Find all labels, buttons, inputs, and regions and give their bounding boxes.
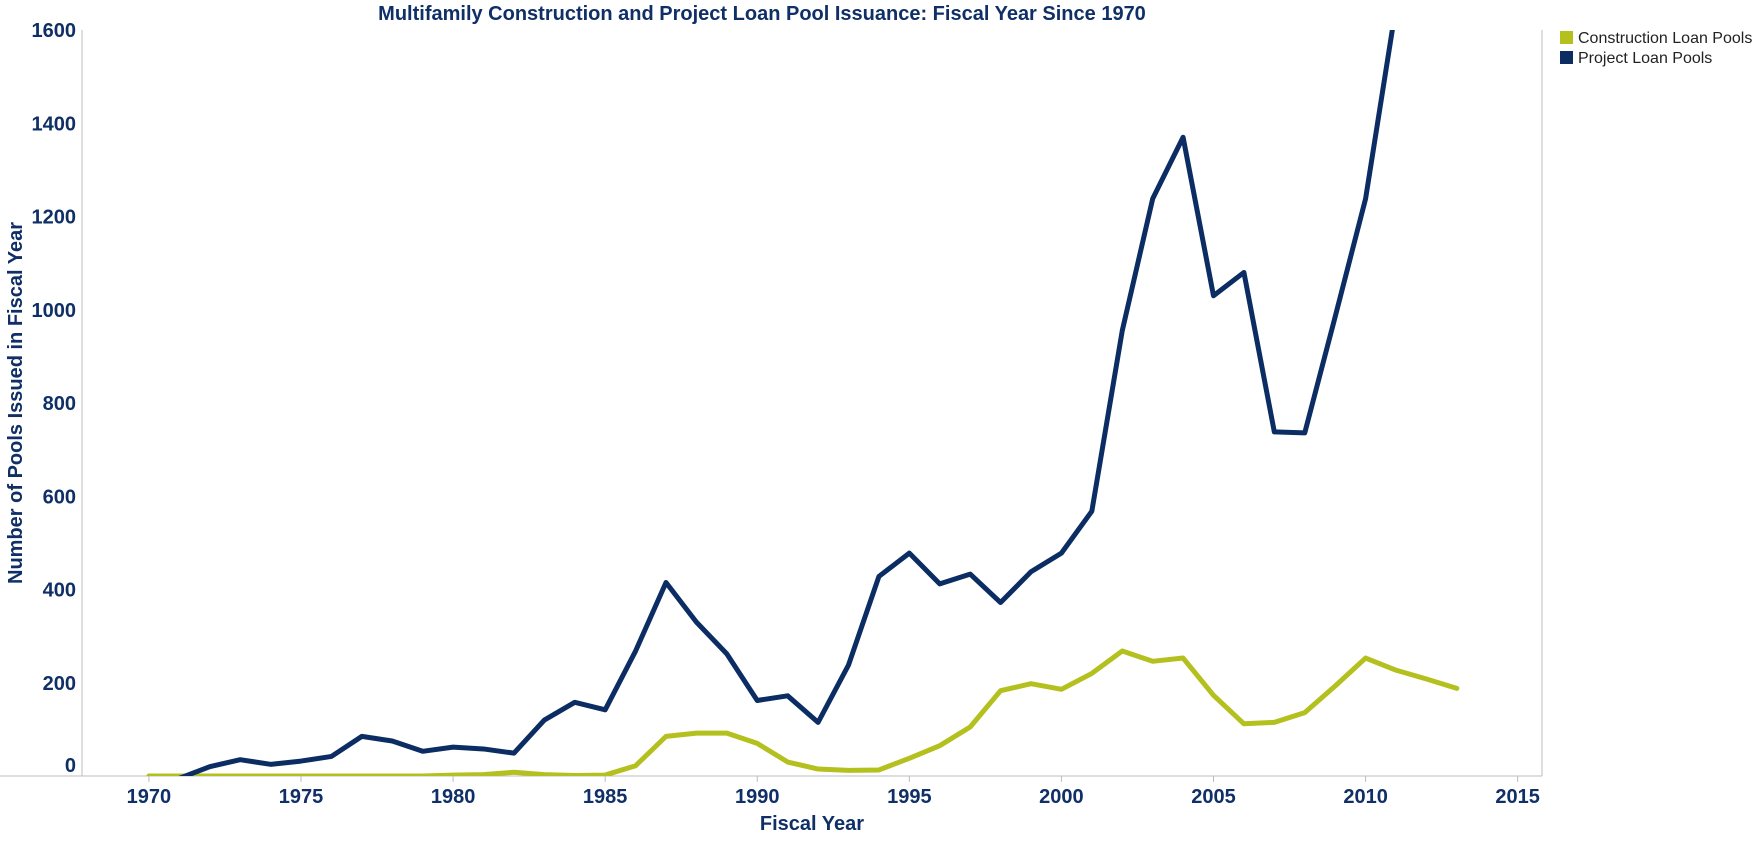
y-tick-label: 600 [43, 486, 76, 508]
legend-label-project: Project Loan Pools [1578, 50, 1712, 67]
x-axis-title: Fiscal Year [760, 813, 864, 835]
x-tick-label: 2010 [1343, 786, 1388, 808]
y-tick-label: 1400 [32, 113, 77, 135]
x-tick-label: 2005 [1191, 786, 1236, 808]
y-axis-title: Number of Pools Issued in Fiscal Year [5, 222, 27, 584]
x-tick-label: 2015 [1495, 786, 1540, 808]
legend-label-construction: Construction Loan Pools [1578, 30, 1752, 47]
x-tick-label: 1975 [279, 786, 324, 808]
x-tick-label: 1970 [127, 786, 172, 808]
y-tick-label: 0 [65, 755, 76, 777]
x-tick-label: 1995 [887, 786, 932, 808]
y-tick-label: 1000 [32, 300, 77, 322]
y-tick-label: 800 [43, 393, 76, 415]
x-tick-label: 1985 [583, 786, 628, 808]
legend: Construction Loan Pools Project Loan Poo… [1560, 30, 1752, 67]
x-tick-label: 1980 [431, 786, 476, 808]
construction-loan-pools-line [146, 648, 1460, 776]
y-tick-label: 200 [43, 673, 76, 695]
project-loan-pools-line [178, 30, 1395, 776]
series-layer [146, 30, 1460, 776]
y-tick-label: 400 [43, 580, 76, 602]
legend-swatch-project [1560, 51, 1573, 64]
y-tick-label: 1200 [32, 207, 77, 229]
x-tick-label: 2000 [1039, 786, 1084, 808]
legend-swatch-construction [1560, 31, 1573, 44]
x-tick-label: 1990 [735, 786, 780, 808]
x-axis: 1970 1975 1980 1985 1990 1995 2000 2005 2010 2015 [127, 776, 1540, 808]
y-tick-label: 1600 [32, 20, 77, 42]
chart-title: Multifamily Construction and Project Loa… [378, 3, 1146, 25]
y-axis: 0 200 400 600 800 1000 1200 1400 1600 [32, 20, 77, 777]
